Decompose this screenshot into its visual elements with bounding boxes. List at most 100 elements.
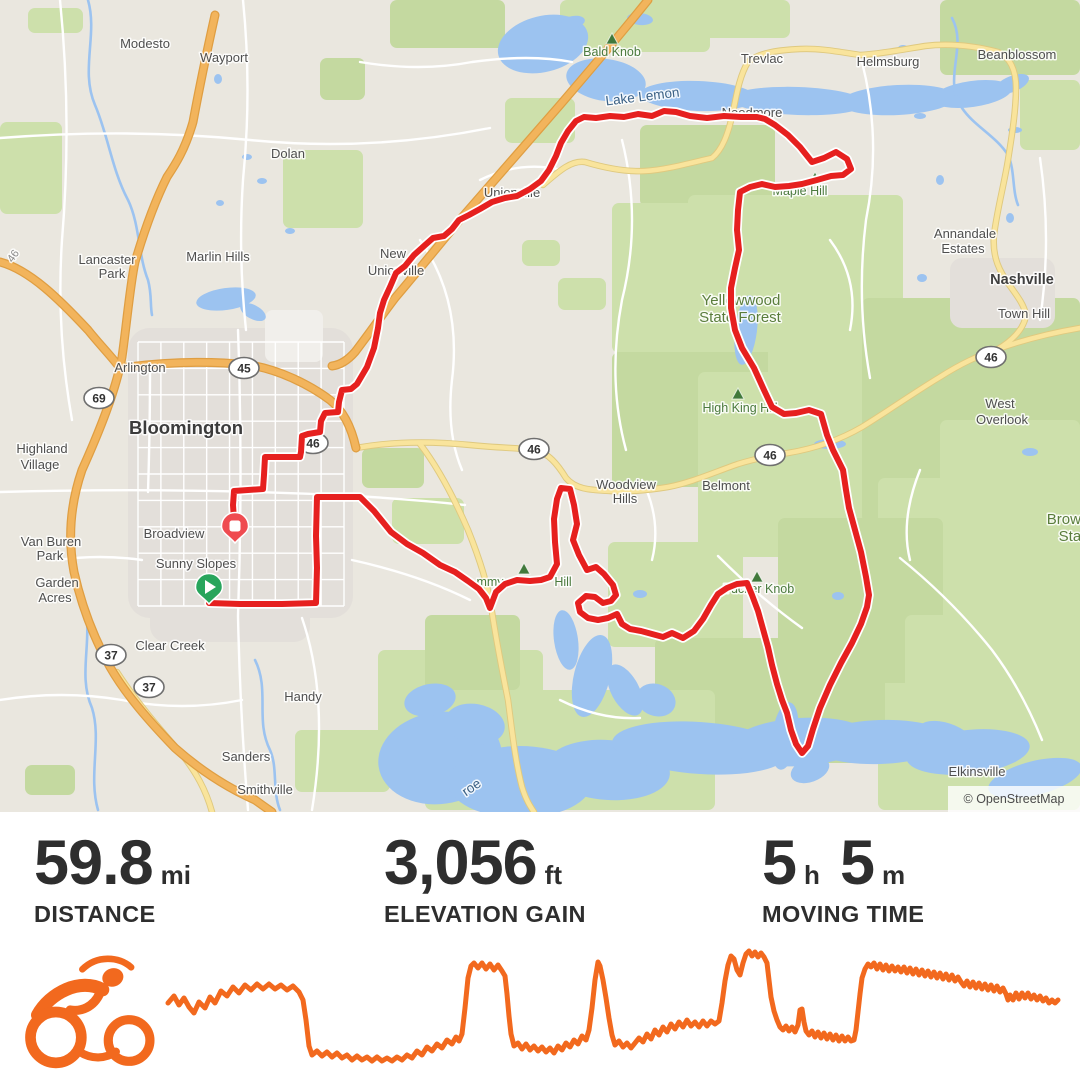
map-label: Helmsburg <box>857 54 920 69</box>
map-label: Acres <box>38 590 72 605</box>
urban-area <box>265 310 323 362</box>
forest-area <box>283 150 363 228</box>
forest-area <box>690 0 790 38</box>
stat-unit: mi <box>160 860 191 890</box>
rider-back <box>30 978 110 1022</box>
forest-area <box>25 765 75 795</box>
minor-road <box>898 556 1044 742</box>
lake-monroe <box>919 720 973 752</box>
forest-area <box>320 58 365 100</box>
highway-shield-label: 37 <box>142 681 156 695</box>
forest-area <box>522 240 560 266</box>
highway-shield <box>228 356 260 380</box>
osm-attribution[interactable]: © OpenStreetMap <box>964 792 1065 806</box>
lake-monroe <box>553 610 579 670</box>
stat-unit: h <box>804 860 820 890</box>
highway-shield-label: 46 <box>306 437 320 451</box>
secondary-road <box>353 325 1080 494</box>
highway-shield-label: 46 <box>527 443 541 457</box>
map-label: Modesto <box>120 36 170 51</box>
forest-area <box>940 0 1080 75</box>
map-label: Marlin Hills <box>186 249 250 264</box>
map-label: Annandale <box>934 226 996 241</box>
secondary-road <box>417 441 537 812</box>
map-label: Overlook <box>976 412 1029 427</box>
lake-lemon <box>995 73 1029 95</box>
highway-shield <box>975 345 1007 369</box>
stat-elevation-gain: 3,056 ft ELEVATION GAIN <box>384 832 586 927</box>
map-label: Yellowwood <box>702 292 781 309</box>
highway-shield-label: 45 <box>237 362 251 376</box>
griffy-lake <box>196 287 256 311</box>
pond <box>257 178 267 184</box>
stat-label: ELEVATION GAIN <box>384 901 586 927</box>
frame-curve <box>75 1047 120 1062</box>
map-label: Van Buren <box>21 534 81 549</box>
map-label: Elkinsville <box>948 764 1005 779</box>
lake-lemon <box>561 15 585 29</box>
map-label: Arlington <box>114 360 165 375</box>
cyclist-logo-icon <box>25 955 155 1069</box>
forest-area <box>362 448 424 488</box>
map-label: Bald Knob <box>583 45 641 59</box>
finish-square-icon <box>229 520 241 532</box>
lake-monroe <box>636 683 676 717</box>
minor-road <box>350 558 472 602</box>
minor-road <box>1038 156 1048 322</box>
start-play-icon <box>205 580 216 594</box>
highway-shield-label: 46 <box>984 351 998 365</box>
minor-road <box>146 370 152 494</box>
lake-monroe <box>404 683 456 717</box>
map-label: Village <box>21 457 60 472</box>
forest-area <box>1020 80 1080 150</box>
map-label: Park <box>99 266 126 281</box>
pond <box>917 274 927 282</box>
map-label: Brown <box>1047 511 1080 528</box>
minor-road <box>614 138 634 452</box>
lake-lemon <box>932 79 1012 109</box>
map-label: Smithville <box>237 782 293 797</box>
forest-area <box>608 542 743 647</box>
highway-shield <box>518 437 550 461</box>
map-label: Woodview <box>596 477 656 492</box>
forest-area <box>560 0 710 52</box>
stat-moving-time: 5 h 5 m MOVING TIME <box>762 832 924 927</box>
secondary-road <box>540 42 1029 352</box>
elevation-line <box>165 948 1061 1064</box>
stat-value: 5 <box>839 828 875 898</box>
minor-road <box>0 126 492 146</box>
map-label: Belmont <box>702 478 750 493</box>
stat-value: 59.8 <box>34 828 154 898</box>
pond <box>216 200 224 206</box>
motorway <box>116 359 360 452</box>
pond <box>285 228 295 234</box>
forest-area <box>390 0 505 48</box>
minor-road <box>0 693 244 708</box>
lake-lemon <box>640 80 756 112</box>
river <box>86 0 154 317</box>
lake-lemon <box>730 86 866 116</box>
map-label: Beanblossom <box>978 47 1057 62</box>
pond <box>832 592 844 600</box>
map-label: Hills <box>613 491 638 506</box>
minor-road <box>558 698 642 720</box>
stat-label: DISTANCE <box>34 901 156 927</box>
peak-icon <box>750 569 764 583</box>
map-label: West <box>985 396 1015 411</box>
forest-area <box>392 498 464 544</box>
peak-icon <box>605 31 619 45</box>
griffy-lake <box>240 302 266 322</box>
lake-monroe <box>790 756 830 784</box>
lake-monroe <box>606 664 644 716</box>
map-label: Hill <box>554 575 571 589</box>
pond <box>1022 448 1038 456</box>
minor-road <box>0 489 467 507</box>
map-label: Town Hill <box>998 306 1050 321</box>
stat-label: MOVING TIME <box>762 901 925 927</box>
lake-monroe <box>445 703 505 745</box>
map-label: High King Hill <box>702 401 777 415</box>
pond <box>1006 213 1014 223</box>
highway-shield <box>95 643 127 667</box>
